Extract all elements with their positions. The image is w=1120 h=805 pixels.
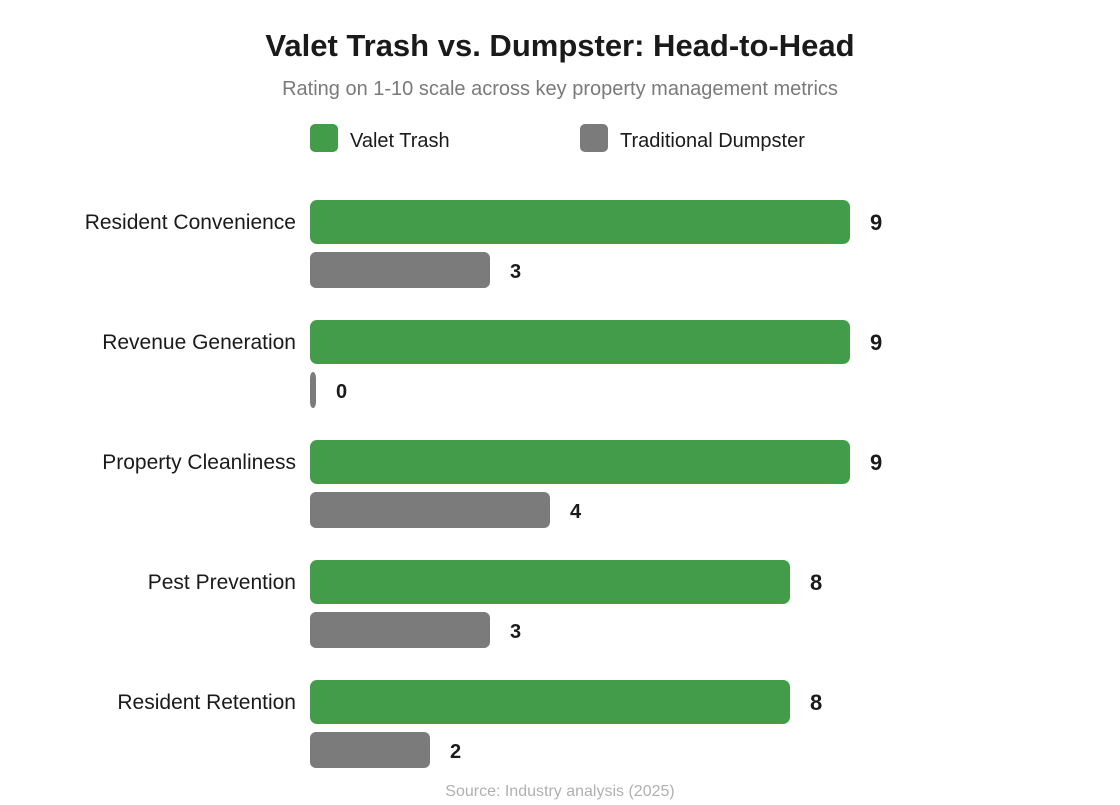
category-label: Revenue Generation xyxy=(102,331,296,354)
legend: Valet Trash Traditional Dumpster xyxy=(310,124,805,152)
legend-label: Traditional Dumpster xyxy=(620,130,805,152)
chart-subtitle: Rating on 1-10 scale across key property… xyxy=(282,78,838,100)
category-label: Resident Retention xyxy=(117,691,296,714)
legend-swatch xyxy=(310,124,338,152)
bar-traditional-dumpster xyxy=(310,612,490,648)
data-label: 8 xyxy=(810,570,822,595)
bar-valet-trash xyxy=(310,440,850,484)
data-label: 3 xyxy=(510,261,521,283)
legend-label: Valet Trash xyxy=(350,130,450,152)
chart-source: Source: Industry analysis (2025) xyxy=(445,783,674,800)
bar-valet-trash xyxy=(310,200,850,244)
bar-valet-trash xyxy=(310,320,850,364)
bar-traditional-dumpster xyxy=(310,372,316,408)
bar-traditional-dumpster xyxy=(310,492,550,528)
data-label: 9 xyxy=(870,450,882,475)
bars: Resident Convenience 9 3 Revenue Generation… xyxy=(85,200,882,768)
category-label: Property Cleanliness xyxy=(102,451,296,474)
bar-valet-trash xyxy=(310,680,790,724)
data-label: 4 xyxy=(570,501,582,523)
bar-traditional-dumpster xyxy=(310,732,430,768)
category-label: Resident Convenience xyxy=(85,211,296,234)
data-label: 9 xyxy=(870,210,882,235)
data-label: 3 xyxy=(510,621,521,643)
data-label: 8 xyxy=(810,690,822,715)
data-label: 0 xyxy=(336,381,347,403)
data-label: 9 xyxy=(870,330,882,355)
category-label: Pest Prevention xyxy=(148,571,296,594)
bar-traditional-dumpster xyxy=(310,252,490,288)
legend-swatch xyxy=(580,124,608,152)
bar-valet-trash xyxy=(310,560,790,604)
data-label: 2 xyxy=(450,741,461,763)
chart-title: Valet Trash vs. Dumpster: Head-to-Head xyxy=(265,28,854,63)
